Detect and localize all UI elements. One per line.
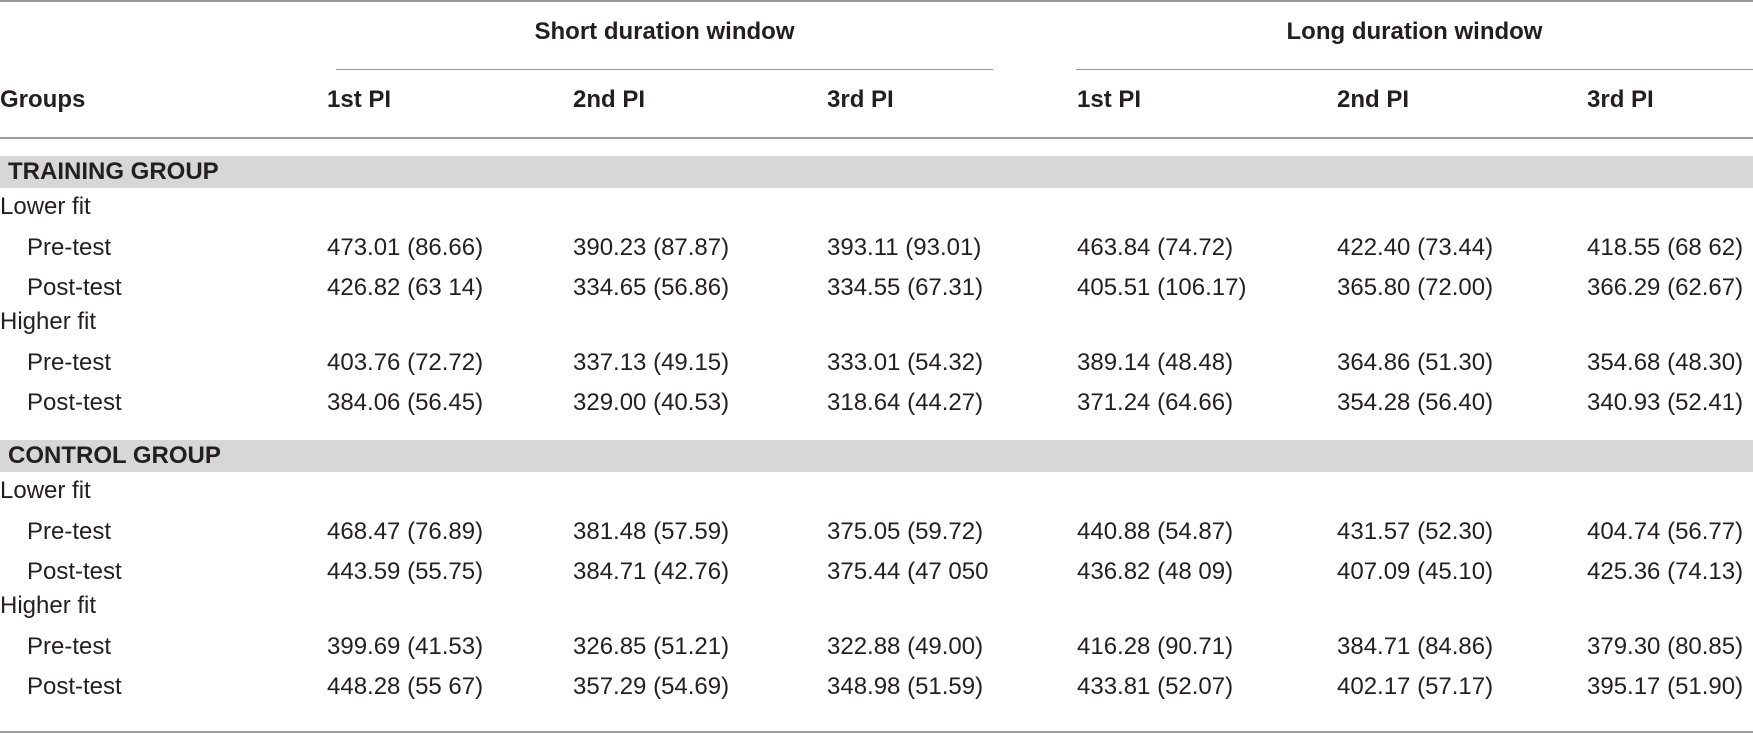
table-cell: 340.93 (52.41) [1587, 389, 1744, 416]
table-cell: 473.01 (86.66) [327, 234, 484, 261]
section-band: CONTROL GROUP [0, 440, 1753, 472]
table-cell: 426.82 (63 14) [327, 274, 484, 301]
table-cell: 384.71 (84.86) [1337, 633, 1494, 660]
table-cell: 443.59 (55.75) [327, 558, 484, 585]
table-row: Pre-test 473.01 (86.66) 390.23 (87.87) 393.… [0, 228, 1753, 268]
table-row: Pre-test 468.47 (76.89) 381.48 (57.59) 375.… [0, 512, 1753, 552]
table-cell: 402.17 (57.17) [1337, 673, 1494, 700]
table-cell: 364.86 (51.30) [1337, 349, 1494, 376]
table-row: Post-test 384.06 (56.45) 329.00 (40.53) 318… [0, 383, 1753, 423]
section-band: TRAINING GROUP [0, 156, 1753, 188]
table-cell: 389.14 (48.48) [1077, 349, 1234, 376]
table-cell: 416.28 (90.71) [1077, 633, 1234, 660]
table-cell: 436.82 (48 09) [1077, 558, 1234, 585]
table-cell: 463.84 (74.72) [1077, 234, 1234, 261]
row-label: Pre-test [27, 349, 112, 376]
table-cell: 337.13 (49.15) [573, 349, 730, 376]
table-cell: 371.24 (64.66) [1077, 389, 1234, 416]
table-cell: 404.74 (56.77) [1587, 518, 1744, 545]
table-bottom-rule [0, 731, 1753, 733]
table-cell: 375.05 (59.72) [827, 518, 984, 545]
subgroup-label: Lower fit [0, 477, 91, 504]
table-cell: 390.23 (87.87) [573, 234, 730, 261]
table-cell: 333.01 (54.32) [827, 349, 984, 376]
subgroup-label: Higher fit [0, 308, 97, 335]
table-cell: 379.30 (80.85) [1587, 633, 1744, 660]
column-header-short-2nd-pi: 2nd PI [573, 86, 646, 113]
table-row: Post-test 426.82 (63 14) 334.65 (56.86) 334… [0, 268, 1753, 308]
table-cell: 440.88 (54.87) [1077, 518, 1234, 545]
table-cell: 407.09 (45.10) [1337, 558, 1494, 585]
column-header-long-1st-pi: 1st PI [1077, 86, 1142, 113]
table-cell: 326.85 (51.21) [573, 633, 730, 660]
table-cell: 468.47 (76.89) [327, 518, 484, 545]
table-cell: 334.55 (67.31) [827, 274, 984, 301]
subgroup-label: Higher fit [0, 592, 97, 619]
column-header-long-2nd-pi: 2nd PI [1337, 86, 1410, 113]
table-cell: 365.80 (72.00) [1337, 274, 1494, 301]
row-label: Post-test [27, 673, 122, 700]
table-cell: 322.88 (49.00) [827, 633, 984, 660]
span-header-long: Long duration window [1286, 18, 1543, 45]
section-title: TRAINING GROUP [8, 158, 219, 185]
table-cell: 357.29 (54.69) [573, 673, 730, 700]
row-label: Pre-test [27, 518, 112, 545]
table-cell: 348.98 (51.59) [827, 673, 984, 700]
span-rule-short [336, 69, 993, 70]
table-cell: 395.17 (51.90) [1587, 673, 1744, 700]
span-rule-long [1076, 69, 1753, 70]
row-label: Post-test [27, 274, 122, 301]
row-label: Post-test [27, 389, 122, 416]
section-title: CONTROL GROUP [8, 442, 221, 469]
table-cell: 329.00 (40.53) [573, 389, 730, 416]
table-cell: 334.65 (56.86) [573, 274, 730, 301]
table-row: Pre-test 399.69 (41.53) 326.85 (51.21) 322.… [0, 627, 1753, 667]
table-cell: 431.57 (52.30) [1337, 518, 1494, 545]
row-label: Pre-test [27, 234, 112, 261]
table-row: Post-test 443.59 (55.75) 384.71 (42.76) 375… [0, 552, 1753, 592]
table-cell: 422.40 (73.44) [1337, 234, 1494, 261]
table-top-rule [0, 0, 1753, 2]
table-cell: 366.29 (62.67) [1587, 274, 1744, 301]
table-cell: 354.68 (48.30) [1587, 349, 1744, 376]
table-cell: 418.55 (68 62) [1587, 234, 1744, 261]
column-header-short-1st-pi: 1st PI [327, 86, 392, 113]
table-cell: 405.51 (106.17) [1077, 274, 1247, 301]
table-cell: 403.76 (72.72) [327, 349, 484, 376]
table-cell: 448.28 (55 67) [327, 673, 484, 700]
column-header-long-3rd-pi: 3rd PI [1587, 86, 1654, 113]
table-cell: 425.36 (74.13) [1587, 558, 1744, 585]
header-rule [0, 137, 1753, 139]
column-header-groups: Groups [0, 86, 86, 113]
table-cell: 381.48 (57.59) [573, 518, 730, 545]
table-cell: 375.44 (47 050 [827, 558, 989, 585]
table-row: Pre-test 403.76 (72.72) 337.13 (49.15) 333.… [0, 343, 1753, 383]
row-label: Post-test [27, 558, 122, 585]
table-cell: 433.81 (52.07) [1077, 673, 1234, 700]
table-cell: 384.71 (42.76) [573, 558, 730, 585]
table-cell: 354.28 (56.40) [1337, 389, 1494, 416]
table-row: Post-test 448.28 (55 67) 357.29 (54.69) 348… [0, 667, 1753, 707]
table-cell: 384.06 (56.45) [327, 389, 484, 416]
table-cell: 399.69 (41.53) [327, 633, 484, 660]
table-cell: 393.11 (93.01) [827, 234, 982, 261]
subgroup-label: Lower fit [0, 193, 91, 220]
table-cell: 318.64 (44.27) [827, 389, 984, 416]
span-header-short: Short duration window [534, 18, 795, 45]
row-label: Pre-test [27, 633, 112, 660]
column-header-short-3rd-pi: 3rd PI [827, 86, 894, 113]
